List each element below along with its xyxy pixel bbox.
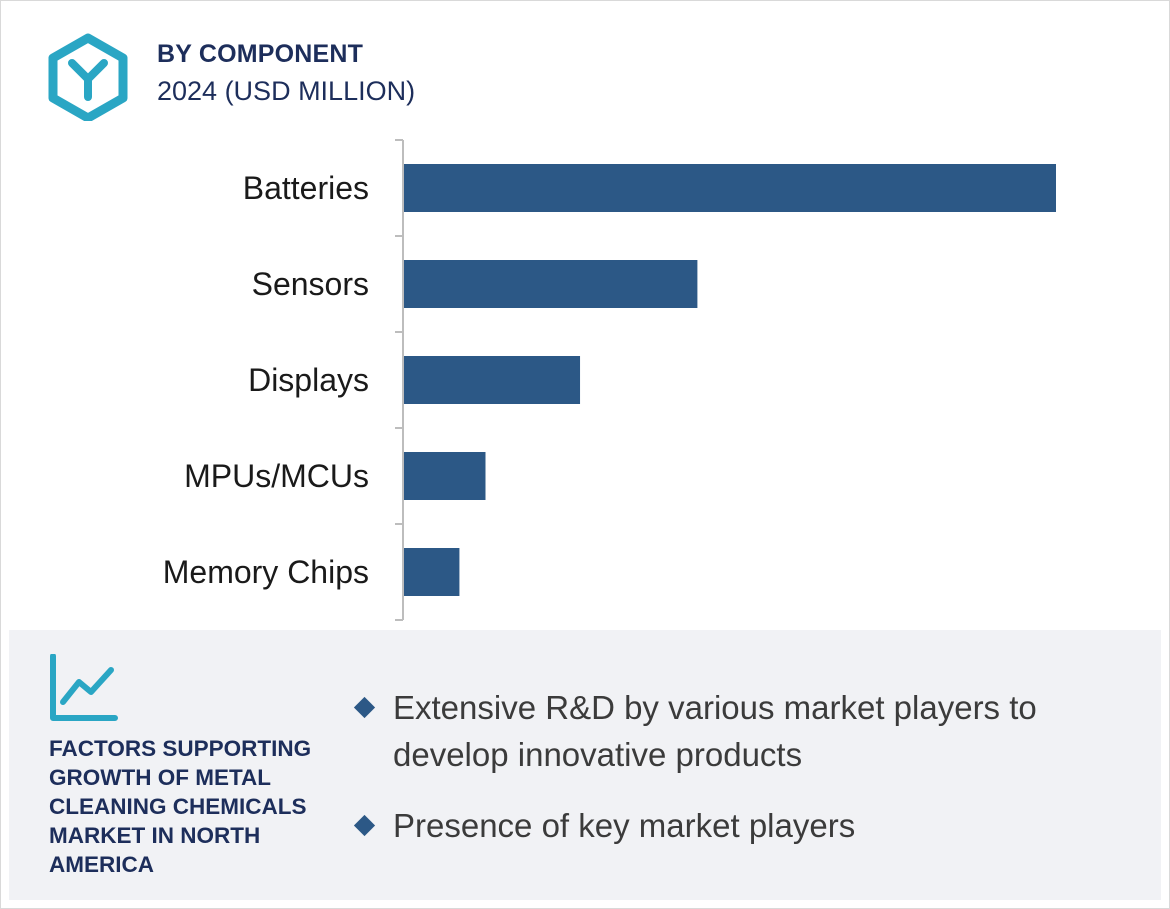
chart-title: BY COMPONENT [157,40,364,68]
category-label: Sensors [252,266,369,302]
growth-chart-icon [50,654,118,721]
factors-panel [9,630,1161,900]
factor-text: Extensive R&D by various market players … [393,689,1037,773]
bar-batteries [404,164,1056,212]
factors-title: FACTORS SUPPORTING GROWTH OF METAL CLEAN… [49,736,312,877]
hexagon-y-logo-icon [48,33,128,121]
category-label: Displays [248,362,369,398]
factor-text: Presence of key market players [393,807,856,844]
bar-memory-chips [404,548,460,596]
bar-chart: Batteries Sensors Displays MPUs/MCUs Memory … [163,139,1056,621]
chart-subtitle: 2024 (USD MILLION) [157,76,416,106]
bar-sensors [404,260,698,308]
diamond-bullet-icon [353,814,376,837]
category-label: Batteries [243,170,369,206]
factor-item: Presence of key market players [352,802,1122,849]
category-label: MPUs/MCUs [184,458,369,494]
category-label: Memory Chips [163,554,369,590]
diamond-bullet-icon [353,696,376,719]
bar-displays [404,356,581,404]
bar-mpus-mcus [404,452,486,500]
factor-item: Extensive R&D by various market players … [352,684,1122,778]
factors-list: Extensive R&D by various market players … [352,684,1122,873]
